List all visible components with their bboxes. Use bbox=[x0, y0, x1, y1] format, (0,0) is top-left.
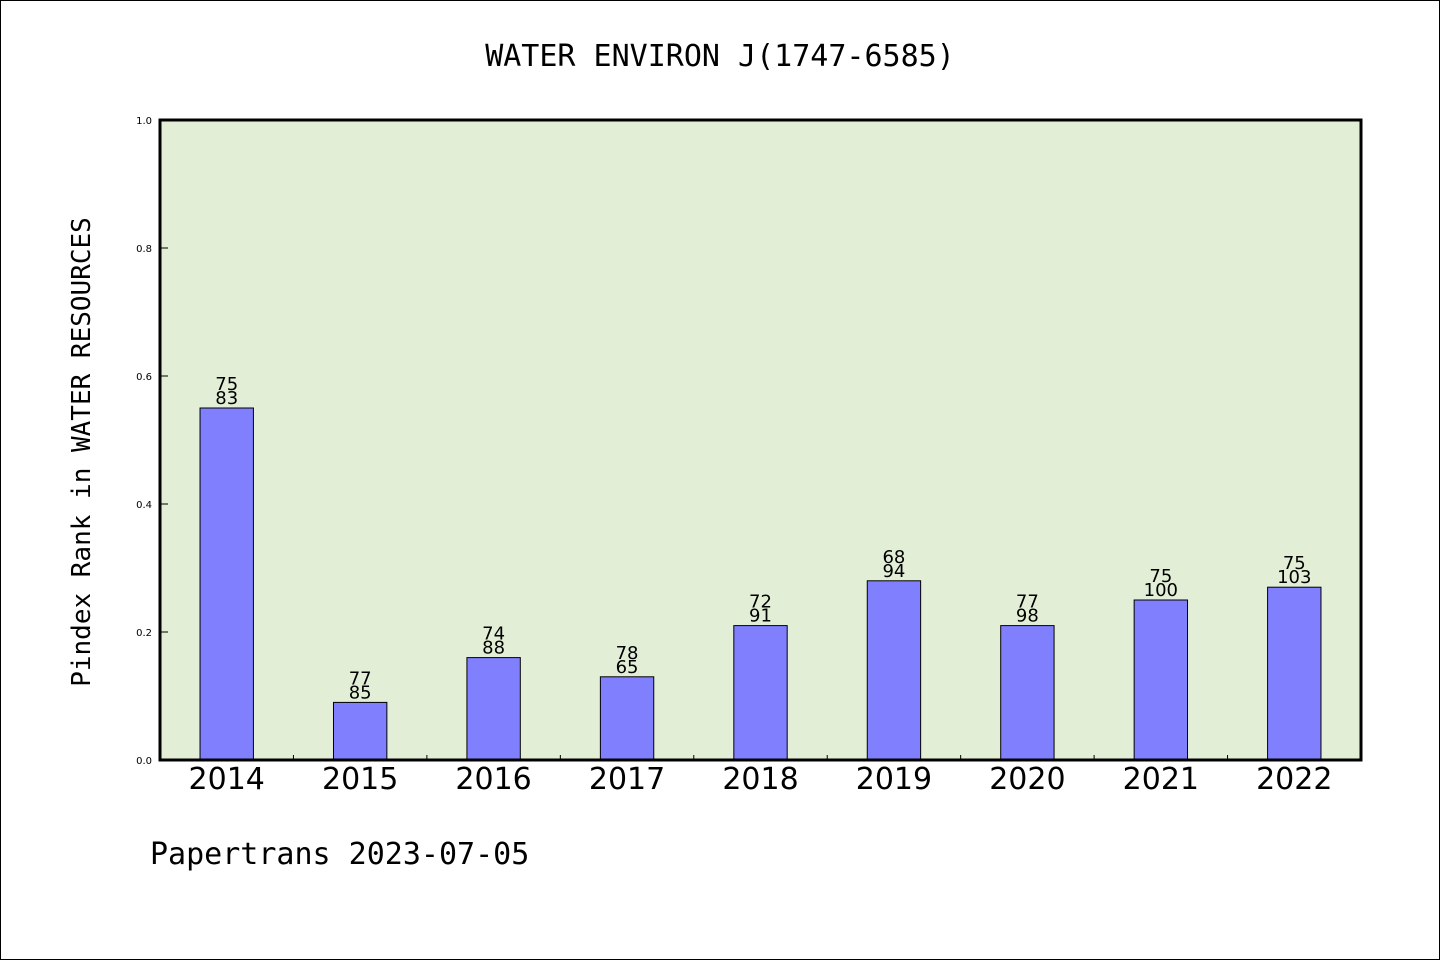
bar-label-top-2022: 75 bbox=[1283, 553, 1306, 574]
x-tick-label-2021: 2021 bbox=[1123, 762, 1199, 797]
x-tick-label-2019: 2019 bbox=[856, 762, 932, 797]
y-axis-label: Pindex Rank in WATER RESOURCES bbox=[67, 217, 97, 687]
bar-2019 bbox=[866, 580, 922, 761]
bar-label-top-2015: 77 bbox=[349, 668, 372, 689]
x-tick-label-2020: 2020 bbox=[989, 762, 1065, 797]
y-tick-label-1: 0.2 bbox=[136, 628, 152, 639]
bar-label-bottom-2015: 85 bbox=[349, 682, 372, 703]
bar-label-top-2019: 68 bbox=[882, 547, 905, 568]
x-tick-label-2015: 2015 bbox=[322, 762, 398, 797]
bar-label-top-2017: 78 bbox=[616, 643, 639, 664]
bar-label-top-2018: 72 bbox=[749, 592, 772, 613]
bar-label-bottom-2018: 91 bbox=[749, 606, 772, 627]
bars-layer bbox=[199, 407, 1322, 761]
x-tick-label-2018: 2018 bbox=[722, 762, 798, 797]
bar-label-bottom-2014: 83 bbox=[215, 388, 238, 409]
bar-label-top-2016: 74 bbox=[482, 624, 505, 645]
bar-label-top-2020: 77 bbox=[1016, 592, 1039, 613]
bar-2016 bbox=[466, 657, 521, 761]
y-tick-label-3: 0.6 bbox=[136, 372, 152, 383]
x-tick-label-2022: 2022 bbox=[1256, 762, 1332, 797]
x-tick-label-2014: 2014 bbox=[189, 762, 265, 797]
bar-2020 bbox=[1000, 625, 1055, 761]
axis-ticks-layer: 2014 2015 2016 2017 2018 2019 2020 2021 2022 0.0 0… bbox=[136, 116, 1332, 797]
bar-2014 bbox=[199, 407, 254, 761]
chart-title: WATER ENVIRON J(1747-6585) bbox=[485, 39, 955, 74]
y-tick-label-2: 0.4 bbox=[136, 500, 152, 511]
footer-text: Papertrans 2023-07-05 bbox=[150, 837, 529, 872]
bar-2022 bbox=[1267, 586, 1322, 761]
y-tick-label-5: 1.0 bbox=[136, 116, 152, 127]
bar-label-bottom-2021: 100 bbox=[1144, 580, 1178, 601]
bar-label-top-2014: 75 bbox=[215, 374, 238, 395]
bar-label-bottom-2022: 103 bbox=[1277, 567, 1311, 588]
bar-2018 bbox=[733, 625, 788, 761]
bar-2017 bbox=[599, 676, 655, 761]
plot-border bbox=[158, 118, 1363, 762]
bar-label-top-2021: 75 bbox=[1149, 566, 1172, 587]
x-tick-label-2017: 2017 bbox=[589, 762, 665, 797]
y-tick-label-4: 0.8 bbox=[136, 244, 152, 255]
x-tick-label-2016: 2016 bbox=[455, 762, 531, 797]
bar-2021 bbox=[1133, 599, 1189, 761]
bar-label-bottom-2017: 65 bbox=[616, 657, 639, 678]
y-tick-label-0: 0.0 bbox=[136, 756, 152, 767]
bar-label-bottom-2020: 98 bbox=[1016, 606, 1039, 627]
bar-2015 bbox=[332, 701, 388, 761]
bar-label-bottom-2016: 88 bbox=[482, 638, 505, 659]
bar-label-bottom-2019: 94 bbox=[882, 561, 905, 582]
